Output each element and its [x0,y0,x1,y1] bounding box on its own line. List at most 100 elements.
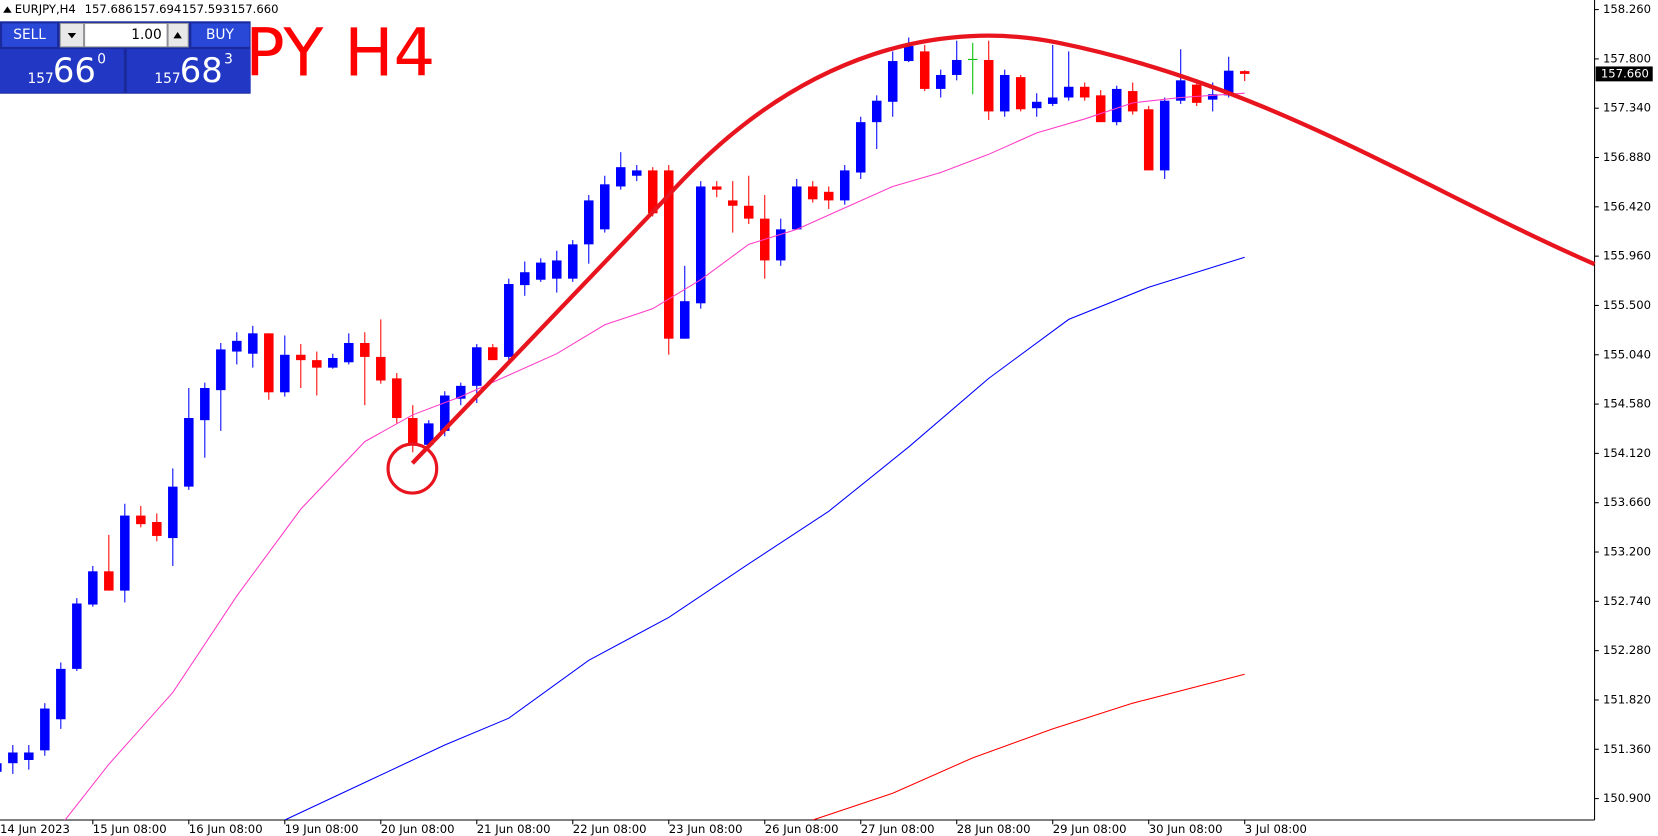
sell-label: SELL [13,27,46,43]
y-tick-label: 155.500 [1603,298,1651,312]
sell-button[interactable] [2,23,58,47]
x-tick-label: 16 Jun 08:00 [189,822,263,836]
collapse-icon[interactable] [3,6,12,13]
candle-body [216,349,226,391]
candle-body [360,342,370,357]
plot [0,37,1250,821]
bid-box[interactable] [0,48,124,93]
candle-body [1079,86,1090,98]
candle-body [903,46,914,62]
y-tick-label: 151.360 [1603,742,1651,756]
candle-body [1015,77,1026,110]
y-tick-label: 151.820 [1603,692,1651,706]
candle-body [616,167,626,187]
drawn-curve [410,33,1596,465]
y-tick-label: 152.280 [1603,643,1651,657]
x-tick-label: 28 Jun 08:00 [957,822,1031,836]
x-tick-label: 29 Jun 08:00 [1053,822,1127,836]
candle-body [184,418,194,487]
moving-average [284,256,1245,821]
y-tick-label: 153.660 [1603,495,1651,509]
candle-body [296,354,306,361]
candle-body [727,200,738,206]
y-tick-label: 157.800 [1603,51,1651,65]
x-tick-label: 14 Jun 2023 [0,822,70,836]
x-tick-label: 27 Jun 08:00 [861,822,935,836]
candle-body [648,170,658,214]
candle-body [951,59,962,75]
y-tick-label: 158.260 [1603,2,1651,16]
candle-body [520,272,530,286]
candle-body [743,205,754,219]
buy-label: BUY [206,27,234,43]
candle-body [600,184,610,230]
candle-body [440,395,450,431]
dropdown-arrow [67,33,77,39]
y-tick-label: 154.580 [1603,397,1651,411]
candle-body [1063,86,1074,98]
candle-body [88,571,98,605]
spinner-arrow [173,31,182,39]
candle-body [24,752,34,760]
trade-panel: SELL 1.00 BUY 157 66 0 157 68 3 [0,21,251,94]
x-tick-label: 3 Jul 08:00 [1245,822,1307,836]
bid-sup: 0 [97,52,106,68]
candle-body [1111,88,1122,123]
candle-body [871,100,882,123]
price-label: 157.660 [1601,66,1649,80]
candle-body [424,423,434,445]
moving-average [812,673,1245,821]
candle-body [1175,80,1186,101]
header-open: 157.686 [85,2,133,16]
candle-body [791,186,802,230]
candle-body [0,763,2,772]
candle-body [967,58,978,60]
candle-body [568,244,578,279]
ask-sup: 3 [224,52,233,68]
candle-body [632,170,642,176]
candle-body [328,357,338,368]
candle-body [999,74,1010,112]
candle-body [344,342,354,363]
candle-body [1223,70,1234,96]
candle-body [839,170,850,201]
x-tick-label: 19 Jun 08:00 [285,822,359,836]
x-tick-label: 26 Jun 08:00 [765,822,839,836]
candle-body [552,260,562,279]
y-tick-label: 156.880 [1603,150,1651,164]
x-tick-label: 20 Jun 08:00 [381,822,455,836]
header-low: 157.593 [182,2,230,16]
candle-body [392,378,402,419]
candle-body [152,522,162,536]
buy-button[interactable] [191,23,250,47]
candle-body [488,347,498,361]
y-tick-label: 157.340 [1603,101,1651,115]
ask-box[interactable] [126,48,251,93]
candle-body [264,333,274,393]
candle-body [983,59,994,112]
candle-body [887,61,898,102]
y-tick-label: 155.960 [1603,249,1651,263]
candle-body [1207,94,1218,100]
candle-body [40,708,50,751]
candle-body [456,385,466,399]
header: EURJPY,H4 157.686 157.694 157.593 157.66… [3,2,279,16]
candle-body [312,360,322,368]
candle-body [168,486,178,539]
candle-body [56,668,66,720]
y-tick-label: 154.120 [1603,446,1651,460]
candle-body [504,284,514,357]
candle-body [807,186,818,200]
candle-body [775,229,786,261]
candle-body [120,515,130,591]
candle-body [104,571,114,591]
x-tick-label: 22 Jun 08:00 [573,822,647,836]
candle-body [711,186,722,190]
candle-body [855,122,866,173]
candle-body [376,356,386,381]
y-tick-label: 155.040 [1603,347,1651,361]
lot-input[interactable] [84,22,168,48]
price-label-bg [1595,66,1653,82]
candle-body [232,340,242,352]
